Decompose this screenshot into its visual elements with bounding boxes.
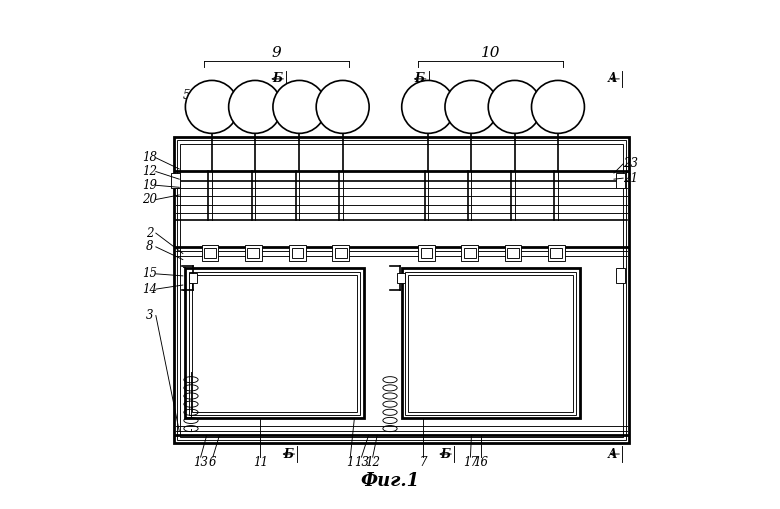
Bar bbox=[247, 248, 259, 258]
Text: 21: 21 bbox=[622, 172, 638, 185]
Text: 11: 11 bbox=[253, 456, 268, 469]
Circle shape bbox=[186, 80, 239, 133]
Text: Б: Б bbox=[283, 447, 293, 461]
Bar bbox=[616, 268, 625, 283]
Text: 23: 23 bbox=[622, 157, 638, 171]
Bar bbox=[616, 173, 625, 188]
Bar bbox=[551, 248, 562, 258]
Bar bbox=[245, 245, 262, 261]
Circle shape bbox=[273, 80, 326, 133]
Text: 20: 20 bbox=[142, 193, 158, 206]
Text: 3: 3 bbox=[146, 309, 154, 322]
Text: 13: 13 bbox=[193, 456, 208, 469]
Bar bbox=[408, 275, 573, 412]
Circle shape bbox=[445, 80, 498, 133]
Bar bbox=[548, 245, 565, 261]
Text: Б: Б bbox=[414, 72, 424, 86]
Text: А: А bbox=[608, 447, 618, 461]
Bar bbox=[335, 248, 347, 258]
Bar bbox=[505, 245, 521, 261]
Text: 19: 19 bbox=[142, 179, 158, 192]
Text: 7: 7 bbox=[420, 456, 427, 469]
Bar bbox=[402, 268, 580, 418]
Bar bbox=[418, 245, 434, 261]
Text: А: А bbox=[608, 72, 618, 86]
Circle shape bbox=[488, 80, 541, 133]
Circle shape bbox=[402, 80, 455, 133]
Text: Б: Б bbox=[440, 447, 450, 461]
Text: 14: 14 bbox=[142, 282, 158, 296]
Bar bbox=[179, 144, 623, 437]
Bar bbox=[507, 248, 519, 258]
Bar bbox=[190, 273, 197, 283]
Bar bbox=[289, 245, 306, 261]
Bar bbox=[332, 245, 349, 261]
Bar bbox=[202, 245, 218, 261]
Text: 9: 9 bbox=[272, 46, 282, 61]
Bar bbox=[420, 248, 432, 258]
Bar bbox=[192, 275, 357, 412]
Circle shape bbox=[229, 80, 282, 133]
Text: 2: 2 bbox=[146, 227, 154, 240]
Text: 8: 8 bbox=[146, 240, 154, 253]
Text: 10: 10 bbox=[480, 46, 500, 61]
Text: Б: Б bbox=[272, 72, 282, 86]
Text: 1: 1 bbox=[346, 456, 354, 469]
Bar bbox=[186, 268, 363, 418]
Text: 17: 17 bbox=[463, 456, 478, 469]
Bar bbox=[397, 273, 405, 283]
Bar bbox=[177, 140, 626, 440]
Bar bbox=[464, 248, 476, 258]
Text: 6: 6 bbox=[209, 456, 217, 469]
Bar bbox=[204, 248, 216, 258]
Bar bbox=[171, 173, 179, 188]
Text: 13: 13 bbox=[354, 456, 369, 469]
Bar bbox=[189, 272, 360, 415]
Bar bbox=[292, 248, 303, 258]
Bar bbox=[406, 272, 576, 415]
Text: Фиг.1: Фиг.1 bbox=[360, 472, 420, 490]
Text: 15: 15 bbox=[142, 267, 158, 280]
Text: 16: 16 bbox=[473, 456, 488, 469]
Bar bbox=[174, 137, 629, 443]
Text: 4: 4 bbox=[189, 106, 197, 120]
Text: 5: 5 bbox=[183, 89, 190, 102]
Bar bbox=[461, 245, 478, 261]
Text: 12: 12 bbox=[142, 165, 158, 178]
Circle shape bbox=[316, 80, 369, 133]
Text: 12: 12 bbox=[365, 456, 380, 469]
Circle shape bbox=[531, 80, 584, 133]
Text: 18: 18 bbox=[142, 151, 158, 164]
